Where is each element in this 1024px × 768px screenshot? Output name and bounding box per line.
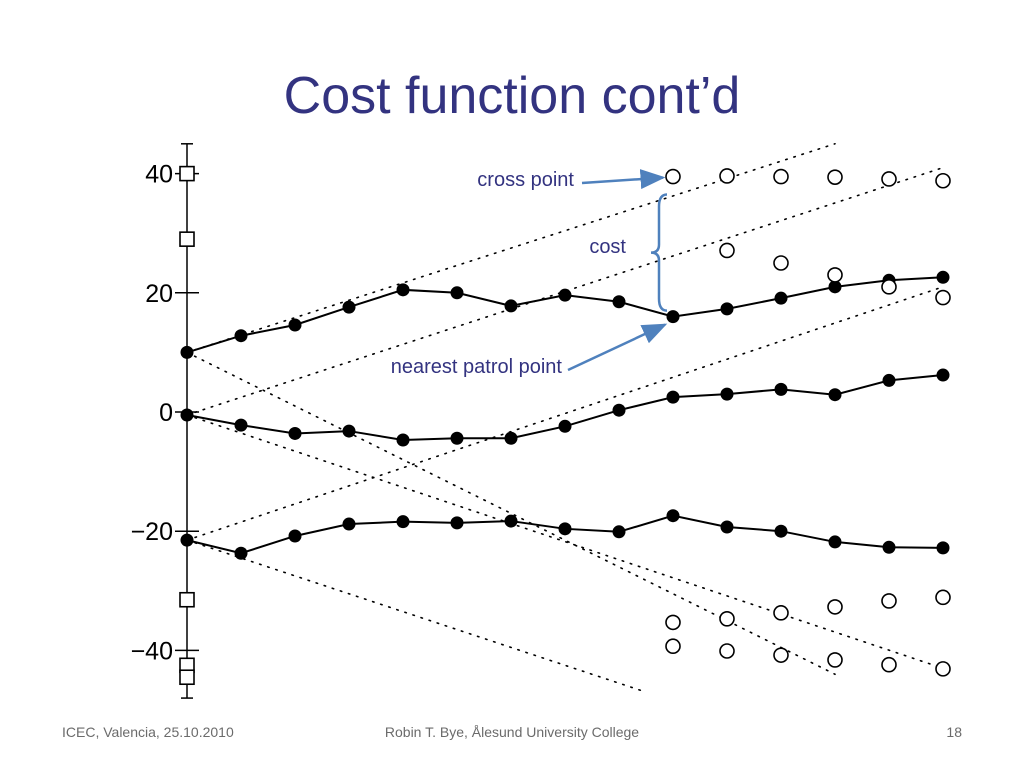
cross-point bbox=[827, 652, 843, 668]
cost-brace bbox=[650, 193, 668, 312]
patrol-point bbox=[180, 408, 194, 422]
patrol-point bbox=[720, 302, 734, 316]
axis-square bbox=[179, 231, 195, 247]
axis-squares bbox=[179, 165, 195, 686]
patrol-point bbox=[558, 522, 572, 536]
footer-author: Robin T. Bye, Ålesund University College bbox=[384, 724, 640, 740]
cross-point bbox=[665, 638, 681, 655]
patrol-point bbox=[234, 546, 248, 560]
patrol-point bbox=[342, 517, 356, 531]
patrol-point bbox=[450, 516, 464, 530]
nearest-patrol-point-arrow bbox=[567, 323, 668, 372]
boundary-line-1 bbox=[186, 143, 836, 354]
y-tick-label: −20 bbox=[131, 518, 173, 546]
patrol-point bbox=[396, 283, 410, 297]
cross-point bbox=[881, 593, 897, 609]
patrol-point bbox=[504, 514, 518, 528]
cross-point bbox=[719, 611, 735, 627]
cross-point bbox=[935, 589, 951, 606]
page-number: 18 bbox=[946, 724, 962, 740]
y-tick-label: 0 bbox=[159, 399, 173, 427]
patrol-point bbox=[882, 373, 896, 387]
cross-point-arrow bbox=[581, 169, 666, 190]
patrol-point bbox=[612, 403, 626, 417]
patrol-point bbox=[936, 270, 950, 284]
patrol-point bbox=[936, 368, 950, 382]
patrol-point bbox=[828, 535, 842, 549]
cross-point bbox=[719, 643, 735, 659]
patrol-point bbox=[774, 291, 788, 305]
nearest-patrol-point-label: nearest patrol point bbox=[391, 356, 563, 378]
patrol-point bbox=[612, 525, 626, 539]
patrol-point bbox=[288, 426, 302, 440]
patrol-point bbox=[504, 431, 518, 445]
patrol-point bbox=[450, 431, 464, 445]
cross-point bbox=[665, 168, 681, 185]
patrol-point bbox=[828, 280, 842, 294]
cross-point bbox=[665, 614, 681, 631]
cross-point bbox=[935, 172, 951, 189]
axis-square bbox=[179, 165, 195, 182]
cross-point bbox=[773, 255, 789, 271]
boundary-line-6 bbox=[186, 539, 647, 693]
patrol-point bbox=[882, 540, 896, 554]
y-tick-label: 40 bbox=[145, 161, 173, 189]
patrol-point bbox=[234, 418, 248, 432]
cross-point bbox=[719, 242, 735, 259]
cross-point-label: cross point bbox=[477, 169, 574, 191]
boundary-line-3 bbox=[186, 351, 836, 676]
patrol-point bbox=[396, 433, 410, 447]
cross-point bbox=[827, 267, 843, 283]
patrol-point bbox=[180, 345, 194, 359]
patrol-point bbox=[396, 515, 410, 529]
patrol-point bbox=[342, 424, 356, 438]
patrol-point bbox=[936, 541, 950, 555]
patrol-point bbox=[288, 318, 302, 332]
patrol-point bbox=[612, 295, 626, 309]
cross-point bbox=[773, 168, 789, 185]
y-tick-label: −40 bbox=[131, 637, 173, 665]
patrol-point bbox=[828, 388, 842, 402]
footer-event: ICEC, Valencia, 25.10.2010 bbox=[62, 724, 234, 740]
boundary-line-2 bbox=[186, 166, 944, 416]
patrol-point bbox=[666, 509, 680, 523]
patrol-point bbox=[450, 286, 464, 300]
patrol-point bbox=[558, 288, 572, 302]
patrol-point bbox=[234, 329, 248, 343]
patrol-point bbox=[288, 529, 302, 543]
cross-point bbox=[935, 289, 951, 306]
cross-point bbox=[881, 279, 897, 295]
annotations: cross point cost nearest patrol point bbox=[391, 169, 668, 378]
patrol-point bbox=[720, 520, 734, 534]
patrol-point bbox=[342, 300, 356, 314]
axis-square bbox=[179, 669, 195, 686]
cross-point bbox=[773, 605, 789, 621]
cross-points bbox=[665, 168, 951, 677]
cross-point bbox=[881, 656, 897, 673]
boundary-line-4 bbox=[186, 414, 944, 670]
boundary-line-5 bbox=[186, 286, 944, 541]
patrol-point bbox=[666, 310, 680, 324]
cost-label: cost bbox=[589, 236, 626, 258]
patrol-point bbox=[720, 387, 734, 401]
patrol-point bbox=[666, 390, 680, 404]
patrol-point bbox=[504, 299, 518, 313]
patrol-point bbox=[774, 382, 788, 396]
cross-point bbox=[773, 647, 789, 663]
patrol-point bbox=[774, 524, 788, 538]
patrol-point bbox=[558, 419, 572, 433]
cross-point bbox=[827, 169, 843, 185]
cross-point bbox=[827, 599, 843, 615]
patrol-series bbox=[180, 270, 950, 560]
y-tick-label: 20 bbox=[145, 280, 173, 308]
axis-square bbox=[179, 591, 195, 608]
patrol-point bbox=[180, 533, 194, 547]
slide-title: Cost function cont’d bbox=[283, 67, 741, 125]
cross-point bbox=[719, 168, 735, 184]
cross-point bbox=[881, 171, 897, 187]
cross-point bbox=[935, 661, 951, 677]
